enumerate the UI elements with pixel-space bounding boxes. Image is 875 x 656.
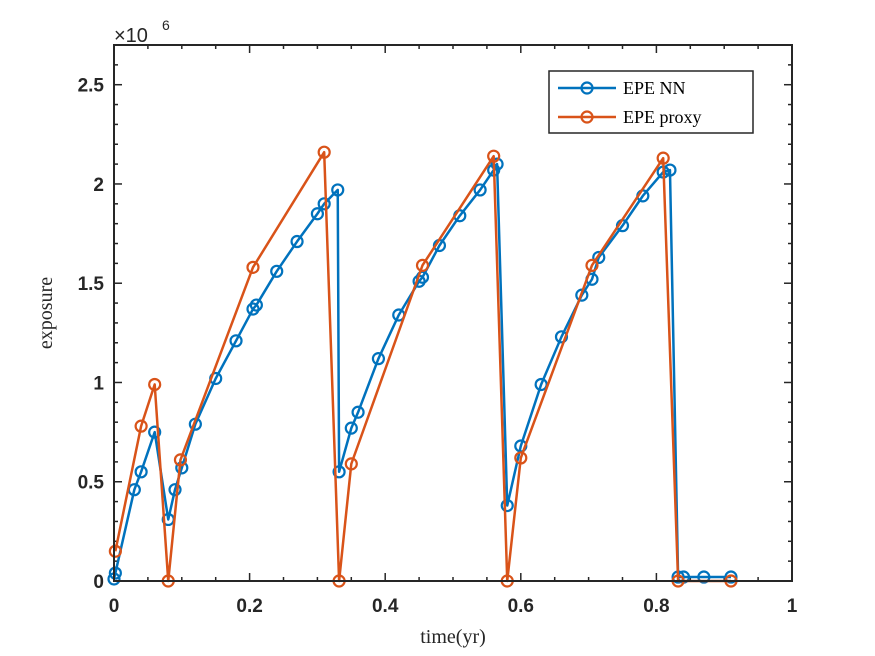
legend: EPE NN EPE proxy	[548, 70, 754, 134]
data-point-epe-proxy	[487, 149, 501, 163]
data-point-epe-nn	[331, 183, 345, 197]
x-tick-label: 0.2	[236, 596, 262, 617]
plot-frame	[113, 44, 793, 582]
data-point-epe-nn	[134, 465, 148, 479]
data-point-epe-nn	[351, 405, 365, 419]
y-scale-exponent: 6	[162, 17, 170, 33]
data-point-epe-nn	[473, 183, 487, 197]
y-scale-factor: ×10 6	[114, 17, 170, 47]
data-point-epe-nn	[332, 465, 346, 479]
data-point-epe-nn	[697, 570, 711, 584]
data-point-epe-proxy	[246, 260, 260, 274]
y-tick-label: 1.5	[78, 274, 105, 295]
data-point-epe-nn	[554, 330, 569, 344]
tick-labels: 0 0.2 0.4 0.6 0.8 1 0 0.5 1 1.5 2 2.5	[78, 76, 798, 617]
series-line-epe-nn	[112, 162, 731, 580]
data-point-epe-nn	[290, 234, 304, 249]
data-point-epe-nn	[249, 298, 263, 312]
series-layer	[107, 145, 738, 588]
y-tick-label: 2	[93, 175, 104, 196]
y-tick-label: 2.5	[78, 76, 105, 97]
data-point-epe-nn	[490, 157, 504, 171]
data-point-epe-proxy	[148, 377, 162, 392]
data-point-epe-proxy	[415, 258, 430, 272]
x-tick-label: 0.8	[643, 596, 669, 617]
data-point-epe-nn	[371, 352, 386, 366]
legend-entry-epe-proxy: EPE proxy	[558, 107, 702, 127]
plot-area	[114, 45, 792, 581]
legend-label-epe-nn: EPE NN	[623, 78, 686, 98]
data-point-epe-nn	[270, 264, 284, 278]
y-axis-title: exposure	[35, 277, 57, 349]
y-scale-base: ×10	[114, 25, 148, 47]
data-point-epe-proxy	[173, 453, 188, 467]
data-point-epe-nn	[175, 461, 189, 475]
data-point-epe-proxy	[108, 544, 122, 558]
data-point-epe-proxy	[656, 151, 670, 165]
x-tick-label: 0	[109, 596, 120, 617]
y-tick-label: 1	[93, 373, 104, 394]
data-point-epe-nn	[108, 566, 122, 580]
data-point-epe-nn	[148, 425, 162, 439]
data-point-epe-nn	[310, 207, 324, 221]
data-point-epe-nn	[724, 570, 738, 584]
x-tick-label: 0.4	[372, 596, 399, 617]
x-tick-label: 0.6	[508, 596, 534, 617]
series-line-epe-proxy	[114, 150, 731, 583]
data-point-epe-nn	[317, 197, 331, 211]
data-point-epe-nn	[168, 483, 182, 497]
data-point-epe-proxy	[514, 451, 528, 465]
data-point-epe-proxy	[585, 258, 599, 272]
legend-marker-epe-nn	[580, 81, 594, 95]
y-tick-label: 0.5	[78, 473, 105, 494]
x-axis-title: time(yr)	[420, 626, 486, 648]
legend-marker-epe-proxy	[580, 110, 594, 124]
legend-box	[548, 70, 754, 134]
y-tick-label: 0	[93, 572, 104, 593]
legend-label-epe-proxy: EPE proxy	[623, 107, 702, 127]
data-point-epe-proxy	[317, 145, 331, 159]
legend-entry-epe-nn: EPE NN	[558, 78, 686, 98]
data-point-epe-nn	[344, 421, 358, 435]
data-point-epe-nn	[592, 250, 606, 265]
data-point-epe-nn	[500, 498, 514, 513]
data-point-epe-nn	[229, 334, 243, 348]
x-tick-label: 1	[787, 596, 798, 617]
data-point-epe-proxy	[134, 419, 148, 433]
data-point-epe-proxy	[344, 457, 358, 471]
